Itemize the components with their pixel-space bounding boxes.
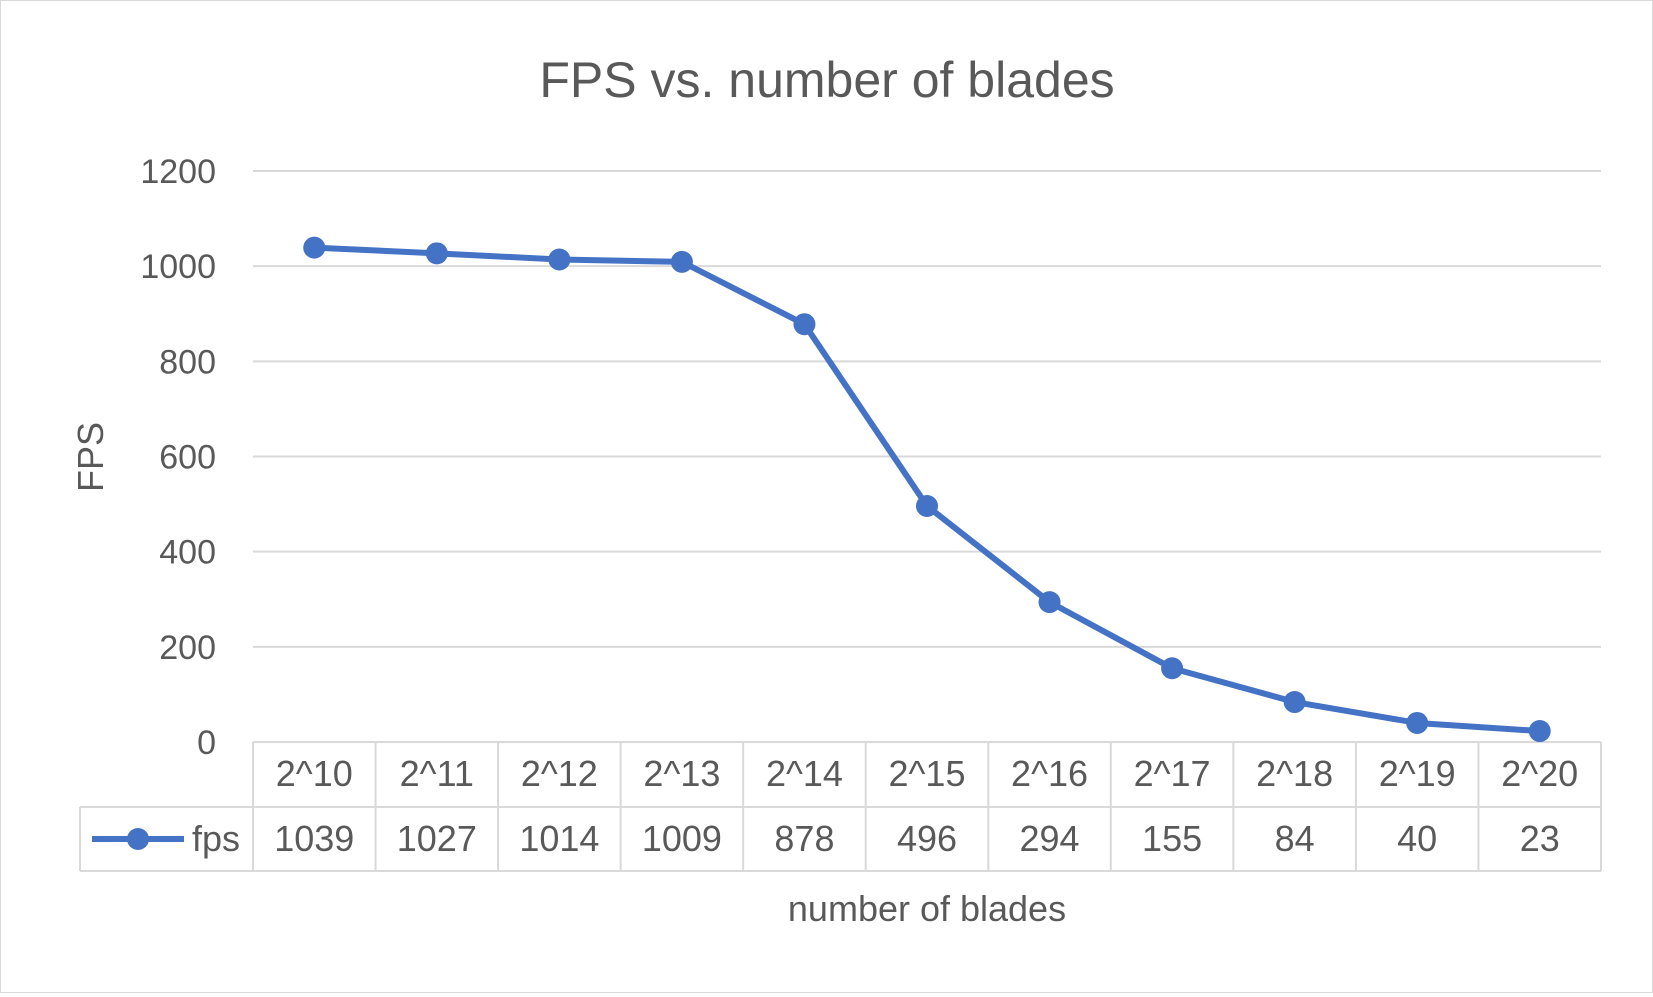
data-table-value: 155 [1142,818,1202,859]
y-tick-label: 400 [159,534,216,572]
legend-marker [127,828,149,850]
data-table-value: 1014 [519,818,599,859]
series-fps [303,236,1551,743]
x-category-label: 2^19 [1379,753,1456,794]
data-point [1406,711,1429,734]
data-point [916,494,938,517]
y-tick-label: 1200 [140,153,216,191]
data-point [1283,691,1306,714]
x-category-label: 2^15 [889,753,966,794]
data-table-value: 1027 [397,818,477,859]
x-category-label: 2^17 [1134,753,1211,794]
data-table: 2^10 2^11 2^12 2^13 2^14 2^15 2^16 2^17 2^18 2^19… [79,741,1602,872]
data-point [1528,720,1551,743]
data-table-value: 294 [1020,818,1080,859]
data-table-value: 496 [897,818,957,859]
y-tick-label: 200 [159,629,216,667]
y-axis-ticks: 0 200 400 600 800 1000 1200 [140,153,216,762]
chart-title: FPS vs. number of blades [539,52,1114,108]
x-category-label: 2^18 [1256,753,1333,794]
x-category-label: 2^12 [521,753,598,794]
x-category-label: 2^13 [643,753,720,794]
x-axis-title: number of blades [788,888,1066,929]
y-tick-label: 0 [197,724,216,762]
legend-label: fps [192,818,240,859]
data-point [1038,591,1061,614]
data-point [303,236,326,259]
data-table-value: 40 [1397,818,1437,859]
x-category-label: 2^16 [1011,753,1088,794]
data-table-value: 84 [1275,818,1315,859]
y-axis-title: FPS [70,422,111,492]
x-category-label: 2^10 [276,753,353,794]
data-point [548,248,571,271]
y-tick-label: 1000 [140,248,216,286]
data-table-value: 1009 [642,818,722,859]
data-table-value: 1039 [274,818,354,859]
data-point [670,250,693,273]
gridlines [253,170,1601,648]
data-table-value: 878 [774,818,834,859]
x-category-label: 2^14 [766,753,843,794]
data-point [1161,657,1184,680]
y-tick-label: 800 [159,343,216,381]
data-point [425,242,448,265]
data-table-value: 23 [1520,818,1560,859]
data-point [793,313,816,336]
y-tick-label: 600 [159,439,216,477]
x-category-label: 2^20 [1501,753,1578,794]
series-line [311,244,1543,735]
x-category-label: 2^11 [400,753,474,794]
